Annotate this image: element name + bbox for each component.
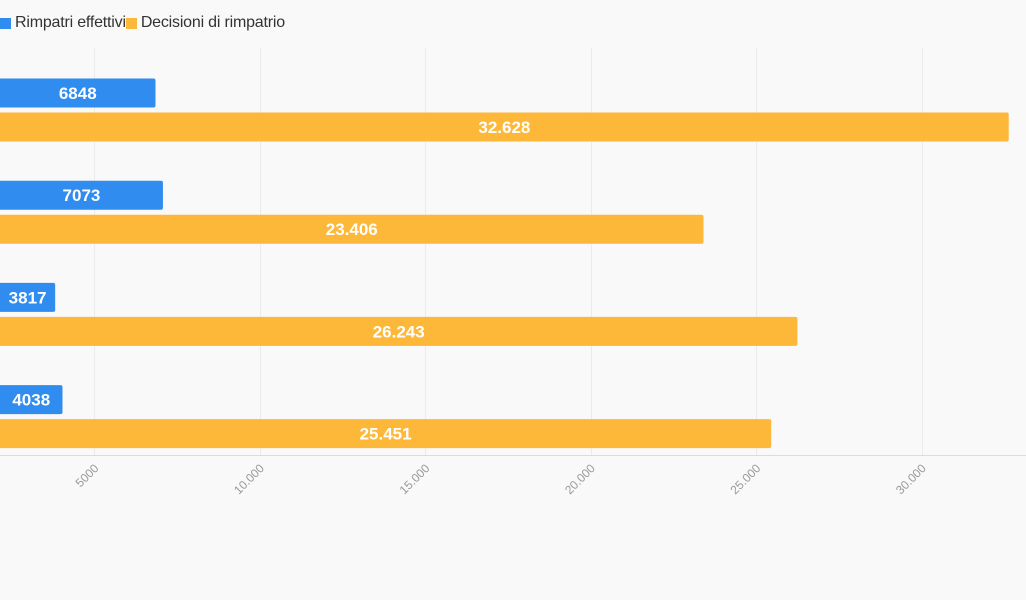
x-tick-label-2: 15.000 (397, 461, 433, 497)
legend-swatch-decisioni-di-rimpatrio (125, 17, 137, 29)
data-label-decisioni-di-rimpatrio-2: 26.243 (373, 322, 425, 341)
bar-rimpatri-effettivi-0 (0, 78, 156, 108)
bar-decisioni-di-rimpatrio-0 (0, 112, 1009, 142)
legend-label-rimpatri-effettivi: Rimpatri effettivi (15, 14, 126, 31)
bar-decisioni-di-rimpatrio-2 (0, 316, 798, 346)
x-tick-label-0: 5000 (73, 461, 102, 490)
bar-rimpatri-effettivi-1 (0, 180, 163, 210)
legend-label-decisioni-di-rimpatrio: Decisioni di rimpatrio (140, 14, 285, 31)
data-label-decisioni-di-rimpatrio-1: 23.406 (326, 220, 378, 239)
legend-item-rimpatri-effettivi[interactable]: Rimpatri effettivi (0, 14, 126, 32)
data-label-rimpatri-effettivi-3: 4038 (12, 391, 50, 410)
legend-swatch-rimpatri-effettivi (0, 17, 11, 29)
legend-item-decisioni-di-rimpatrio[interactable]: Decisioni di rimpatrio (125, 14, 285, 32)
bar-rimpatri-effettivi-3 (0, 385, 63, 415)
data-label-decisioni-di-rimpatrio-3: 25.451 (360, 425, 412, 444)
x-tick-label-3: 20.000 (562, 461, 598, 497)
data-label-decisioni-di-rimpatrio-0: 32.628 (478, 118, 530, 137)
data-label-rimpatri-effettivi-1: 7073 (63, 186, 101, 205)
bar-decisioni-di-rimpatrio-3 (0, 419, 772, 449)
legend: Rimpatri effettivi Decisioni di rimpatri… (0, 14, 285, 32)
bar-decisioni-di-rimpatrio-1 (0, 214, 704, 244)
x-tick-label-1: 10.000 (231, 461, 267, 497)
x-tick-label-5: 30.000 (893, 461, 929, 497)
bar-rimpatri-effettivi-2 (0, 282, 56, 312)
x-tick-label-4: 25.000 (728, 461, 764, 497)
data-label-rimpatri-effettivi-0: 6848 (59, 84, 97, 103)
data-label-rimpatri-effettivi-2: 3817 (9, 288, 47, 307)
